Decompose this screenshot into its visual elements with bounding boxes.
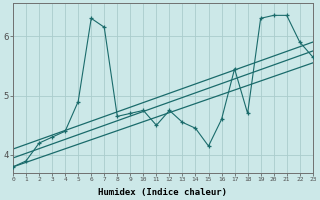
X-axis label: Humidex (Indice chaleur): Humidex (Indice chaleur) — [98, 188, 228, 197]
